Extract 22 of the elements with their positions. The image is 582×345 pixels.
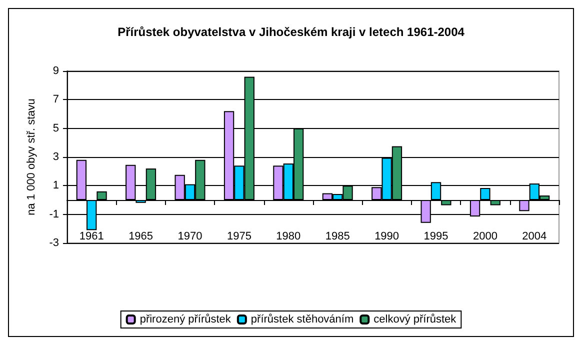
legend-label: přirozený přírůstek (140, 314, 232, 326)
y-axis-title: na 1 000 obyv stř. stavu (26, 98, 38, 216)
x-tick-label: 1975 (226, 230, 252, 242)
x-tick-label: 2004 (522, 230, 547, 242)
x-tick-label: 1990 (374, 230, 400, 242)
legend-label: celkový přírůstek (374, 314, 457, 326)
y-tick-label: 5 (52, 122, 59, 134)
x-tick-label: 1980 (276, 230, 301, 242)
x-tick-label: 1985 (325, 230, 350, 242)
y-tick-label: -1 (49, 208, 59, 220)
x-tick-label: 1961 (79, 230, 104, 242)
x-tick-label: 2000 (472, 230, 498, 242)
x-tick-label: 1970 (178, 230, 202, 242)
y-tick-label: 7 (52, 94, 59, 106)
y-tick-label: 3 (52, 151, 59, 163)
chart-title: Přírůstek obyvatelstva v Jihočeském kraji v letech 1961-2004 (118, 25, 465, 39)
x-tick-label: 1965 (128, 230, 154, 242)
y-tick-label: -3 (49, 237, 59, 249)
y-tick-label: 1 (52, 180, 59, 192)
legend-label: přírůstek stěhováním (250, 314, 354, 326)
y-tick-label: 9 (52, 65, 59, 77)
x-tick-label: 1995 (424, 230, 448, 242)
